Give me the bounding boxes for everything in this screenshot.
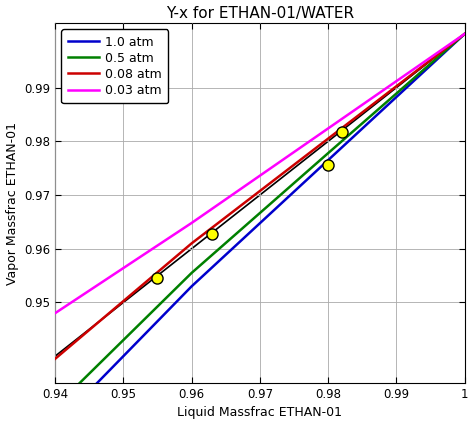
0.08 atm	[52, 356, 58, 361]
0.5 atm	[462, 31, 467, 37]
0.03 atm	[189, 221, 194, 226]
Line: 1.0 atm: 1.0 atm	[55, 34, 465, 425]
0.08 atm	[189, 241, 194, 246]
Title: Y-x for ETHAN-01/WATER: Y-x for ETHAN-01/WATER	[166, 6, 354, 20]
0.08 atm	[462, 31, 467, 37]
Y-axis label: Vapor Massfrac ETHAN-01: Vapor Massfrac ETHAN-01	[6, 122, 18, 285]
Legend: 1.0 atm, 0.5 atm, 0.08 atm, 0.03 atm: 1.0 atm, 0.5 atm, 0.08 atm, 0.03 atm	[61, 29, 168, 103]
X-axis label: Liquid Massfrac ETHAN-01: Liquid Massfrac ETHAN-01	[177, 406, 342, 419]
0.5 atm	[189, 270, 194, 275]
0.03 atm	[462, 31, 467, 37]
1.0 atm	[325, 158, 331, 163]
0.5 atm	[325, 150, 331, 156]
0.03 atm	[325, 126, 331, 131]
1.0 atm	[189, 284, 194, 289]
1.0 atm	[52, 423, 58, 425]
0.5 atm	[52, 405, 58, 410]
0.03 atm	[52, 311, 58, 316]
Line: 0.03 atm: 0.03 atm	[55, 34, 465, 313]
Line: 0.5 atm: 0.5 atm	[55, 34, 465, 407]
Line: 0.08 atm: 0.08 atm	[55, 34, 465, 359]
0.08 atm	[325, 136, 331, 141]
1.0 atm	[462, 31, 467, 37]
